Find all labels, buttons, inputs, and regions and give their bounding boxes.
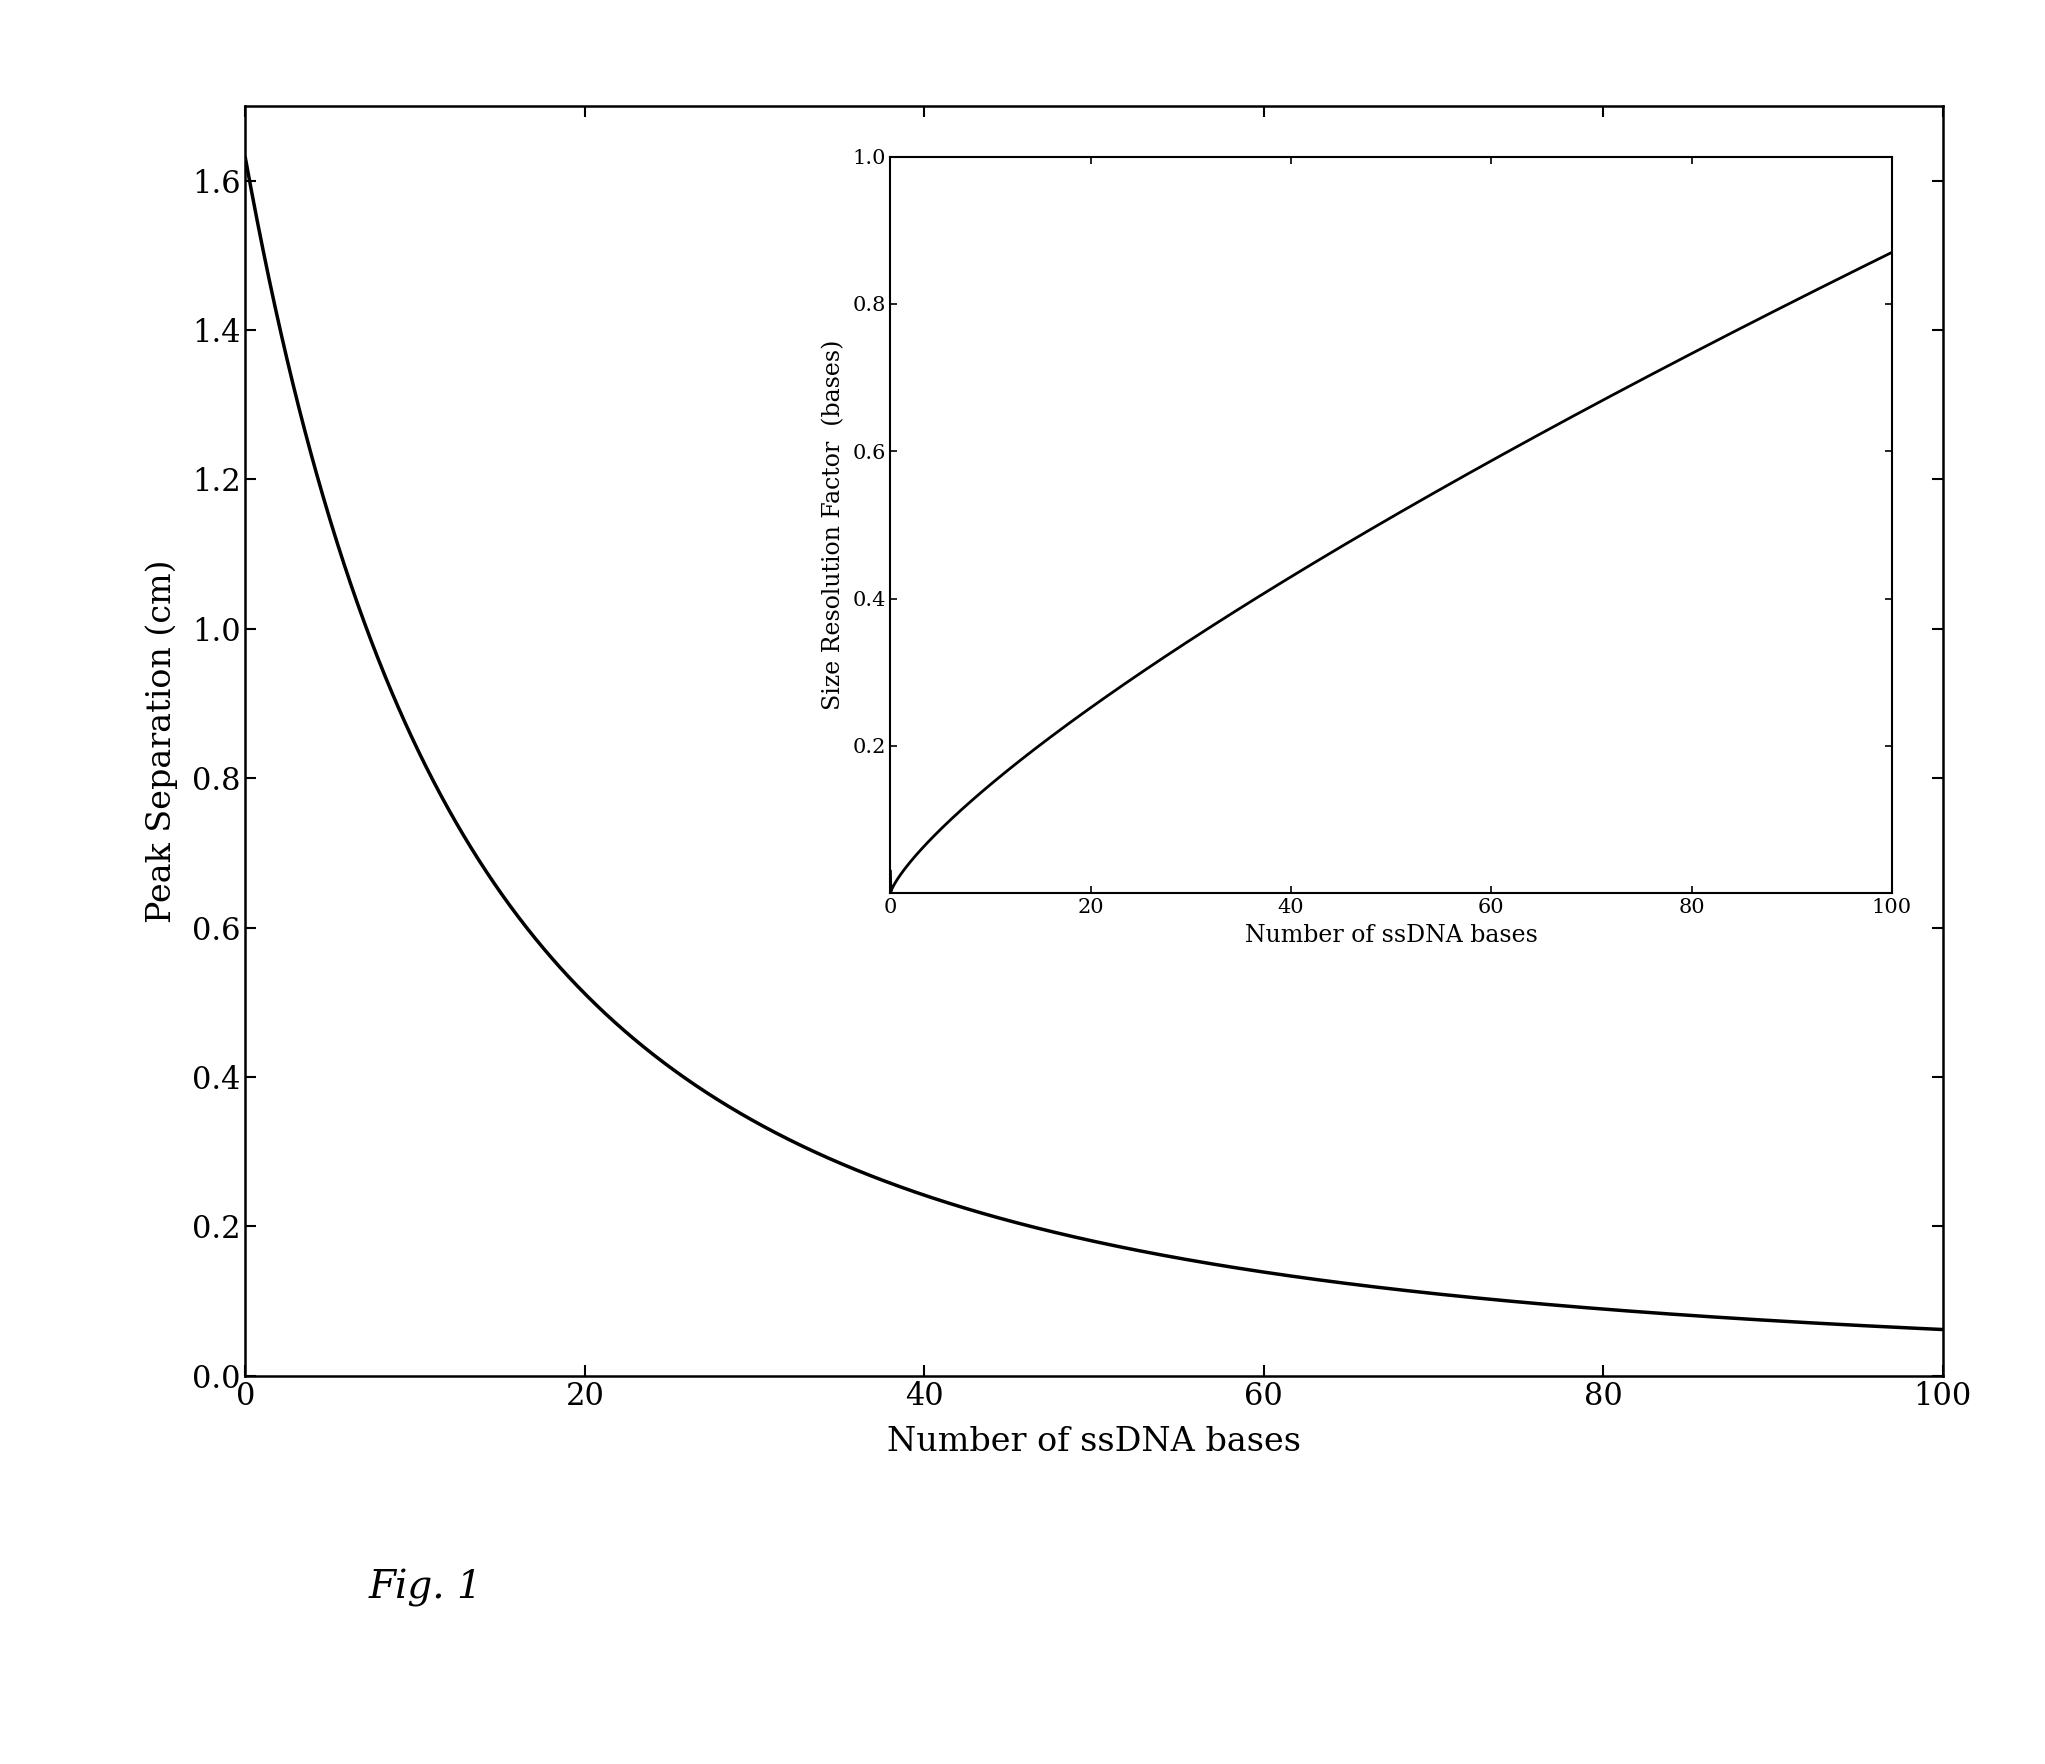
Y-axis label: Peak Separation (cm): Peak Separation (cm) [145,559,178,923]
Text: Fig. 1: Fig. 1 [368,1568,483,1607]
X-axis label: Number of ssDNA bases: Number of ssDNA bases [888,1425,1301,1457]
